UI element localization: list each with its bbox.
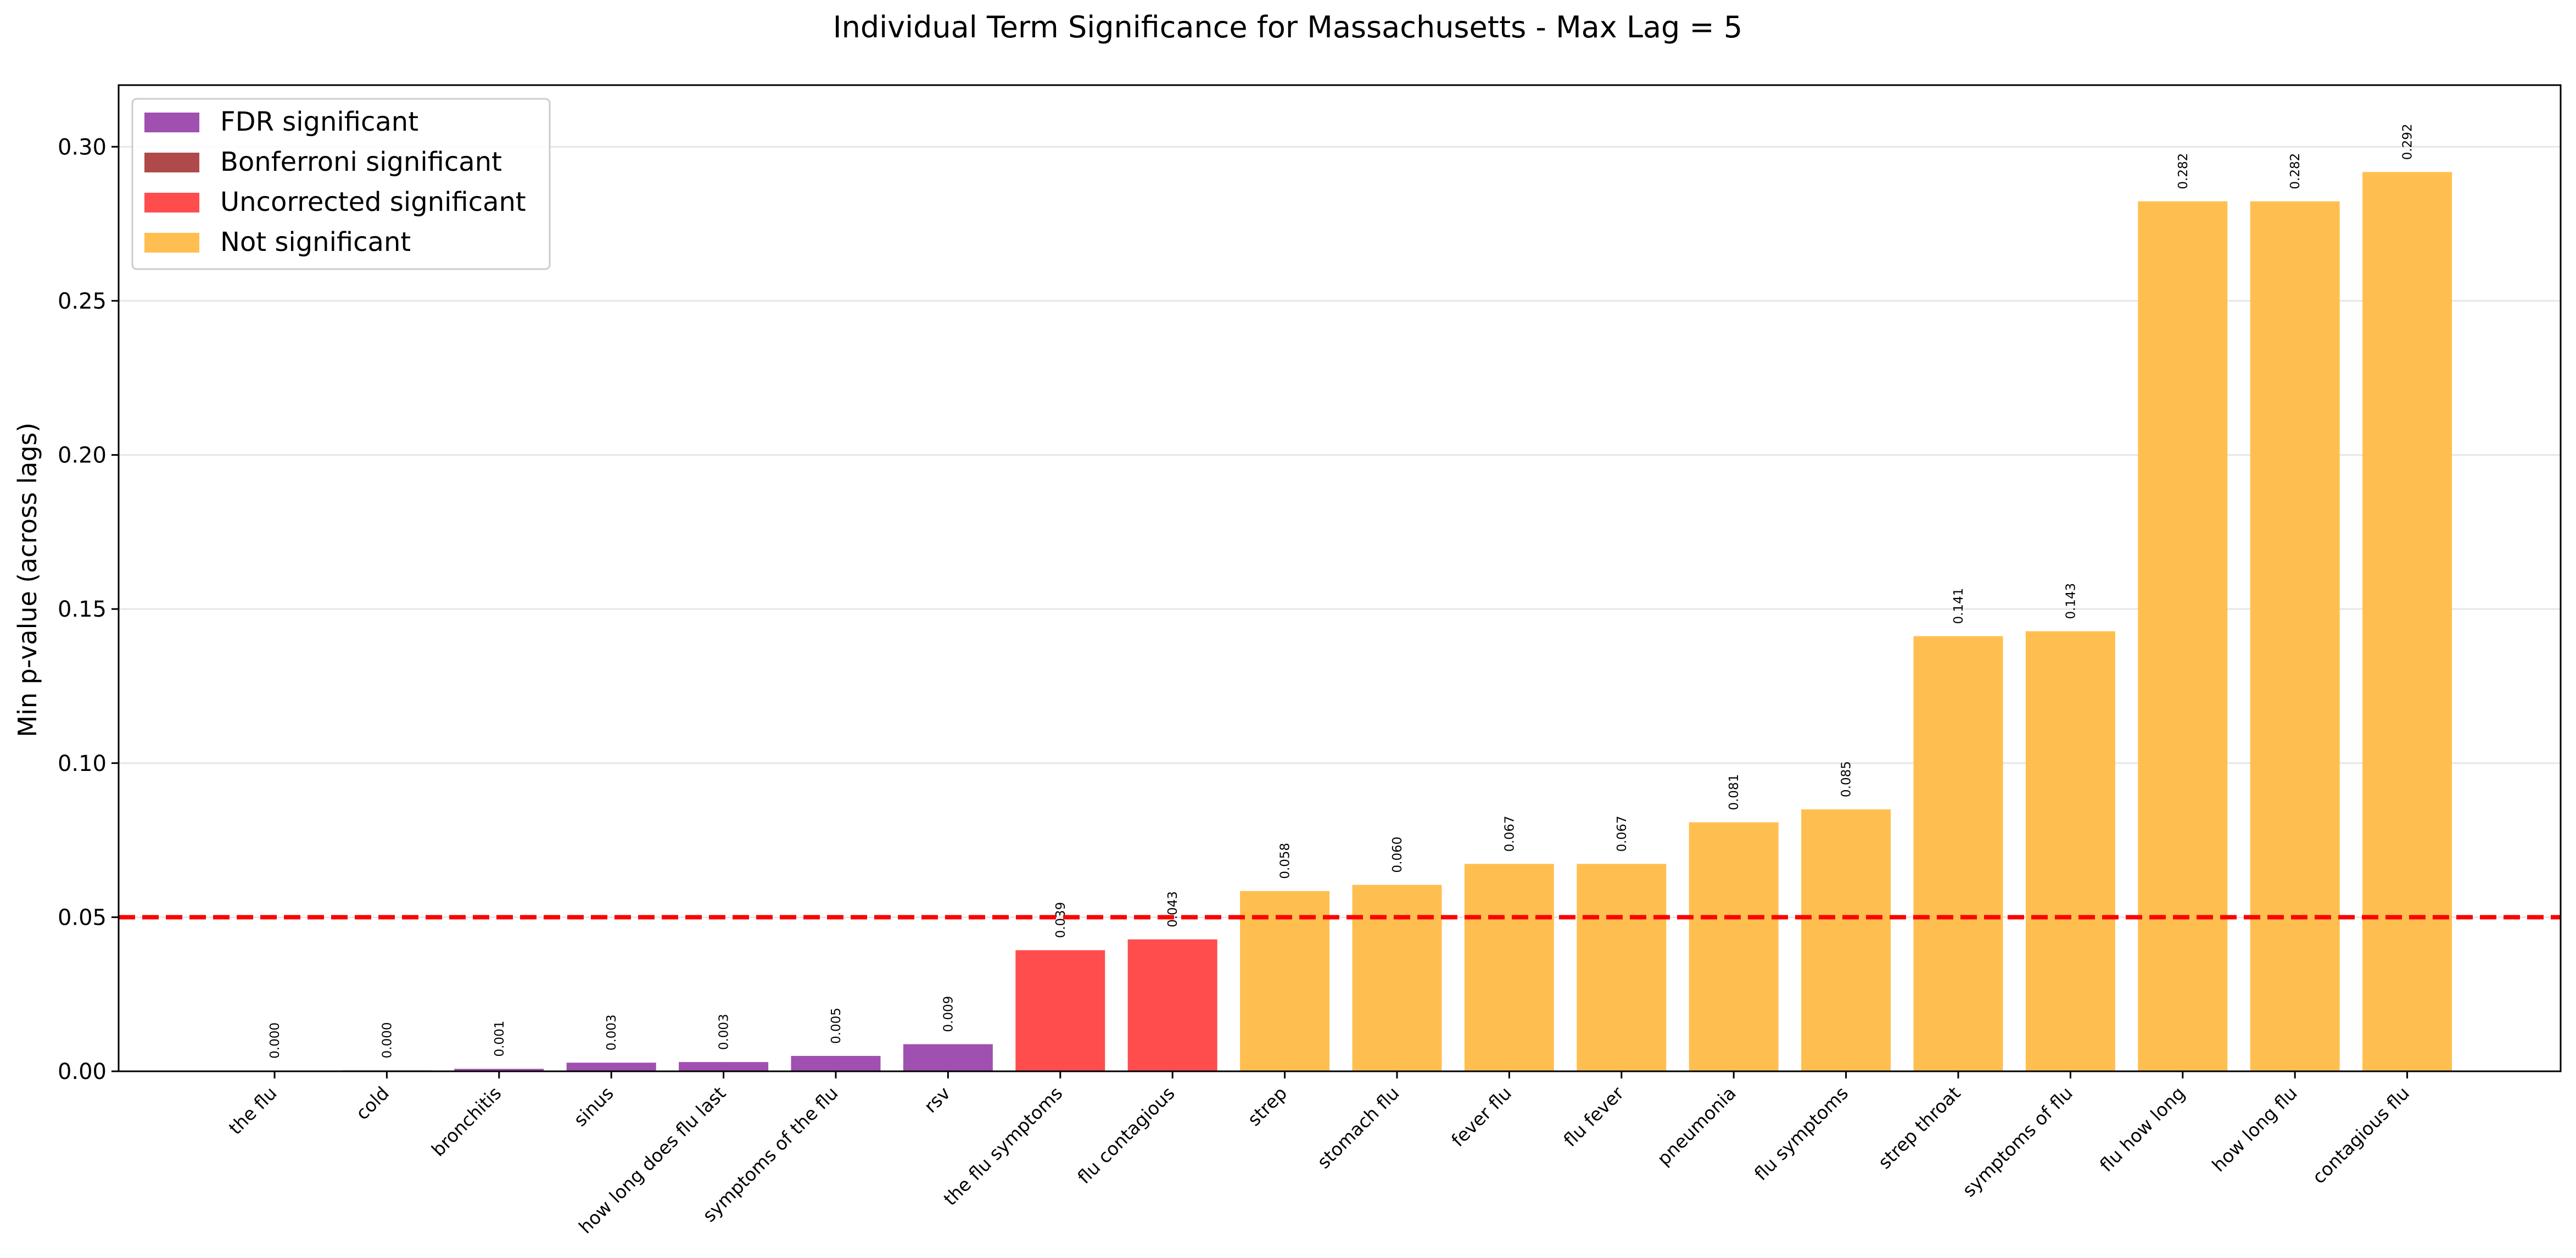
value-label: 0.282: [2176, 153, 2191, 189]
bar-fever-flu: [1464, 864, 1554, 1071]
legend-swatch: [144, 233, 199, 253]
legend-label: FDR significant: [220, 107, 418, 137]
legend-swatch: [144, 113, 199, 132]
y-tick-label: 0.30: [58, 135, 107, 160]
y-tick-label: 0.20: [58, 443, 107, 468]
x-tick-label: the flu: [225, 1082, 281, 1139]
bar-flu-contagious: [1127, 939, 1217, 1071]
plot-frame: [118, 84, 2562, 1072]
bar-flu-fever: [1577, 864, 1667, 1071]
value-label: 0.003: [717, 1014, 731, 1050]
y-tick-label: 0.05: [58, 905, 107, 930]
bars-group: [230, 172, 2452, 1072]
value-label: 0.003: [605, 1014, 619, 1050]
y-tick-label: 0.25: [58, 289, 107, 314]
bar-bronchitis: [454, 1069, 544, 1071]
value-label: 0.292: [2401, 124, 2415, 160]
legend-swatch: [144, 193, 199, 213]
x-tick-label: flu fever: [1560, 1082, 1628, 1151]
value-label: 0.058: [1278, 843, 1293, 879]
value-label: 0.043: [1166, 891, 1180, 927]
x-tick-label: pneumonia: [1653, 1082, 1740, 1170]
bar-how-long-flu: [2250, 201, 2340, 1071]
bar-rsv: [903, 1044, 993, 1071]
legend-label: Uncorrected significant: [220, 187, 526, 217]
y-tick-label: 0.00: [58, 1059, 107, 1084]
bar-flu-how-long: [2138, 201, 2228, 1071]
legend-label: Not significant: [220, 227, 411, 258]
x-tick-label: rsv: [920, 1082, 954, 1117]
value-label: 0.039: [1054, 902, 1068, 938]
value-label: 0.067: [1615, 815, 1629, 852]
bar-how-long-does-flu-last: [679, 1062, 769, 1071]
legend-swatch: [144, 153, 199, 172]
value-label: 0.067: [1502, 815, 1517, 852]
value-label: 0.009: [941, 996, 955, 1032]
bar-contagious-flu: [2362, 172, 2452, 1072]
value-label: 0.141: [1952, 588, 1966, 624]
x-tick-label: stomach flu: [1313, 1082, 1404, 1173]
x-tick-label: the flu symptoms: [939, 1082, 1066, 1210]
x-tick-label: strep: [1243, 1082, 1291, 1130]
x-tick-label: how long flu: [2208, 1082, 2301, 1176]
bar-pneumonia: [1689, 822, 1779, 1071]
bar-strep: [1240, 891, 1330, 1071]
legend-box: [131, 98, 551, 270]
x-tick-label: strep throat: [1874, 1082, 1964, 1173]
bar-symptoms-of-flu: [2025, 631, 2115, 1071]
x-tick-label: flu symptoms: [1750, 1082, 1852, 1184]
x-tick-label: cold: [351, 1082, 393, 1124]
chart-title: Individual Term Significance for Massach…: [833, 10, 1743, 44]
bar-flu-symptoms: [1801, 809, 1891, 1071]
bar-the-flu-symptoms: [1015, 950, 1105, 1071]
x-tick-label: bronchitis: [427, 1082, 505, 1160]
value-label: 0.081: [1727, 774, 1741, 810]
value-label: 0.282: [2288, 153, 2303, 189]
bar-stomach-flu: [1352, 885, 1442, 1071]
y-axis-ticks: 0.00 0.05 0.10 0.15 0.20 0.25 0.30: [58, 135, 119, 1084]
value-label: 0.001: [493, 1021, 507, 1057]
bar-sinus: [566, 1063, 656, 1071]
x-tick-label: flu contagious: [1074, 1082, 1179, 1188]
value-label: 0.143: [2064, 583, 2078, 619]
value-label: 0.085: [1840, 761, 1854, 797]
y-tick-label: 0.15: [58, 597, 107, 622]
value-labels-group: 0.000 0.000 0.001 0.003 0.003 0.005 0.009 0.039…: [268, 124, 2415, 1058]
value-label: 0.000: [268, 1022, 282, 1059]
value-label: 0.000: [380, 1022, 394, 1058]
x-tick-label: symptoms of flu: [1958, 1082, 2077, 1201]
x-tick-label: flu how long: [2096, 1082, 2189, 1176]
y-tick-label: 0.10: [58, 751, 107, 776]
value-label: 0.005: [829, 1008, 843, 1044]
y-axis-label: Min p-value (across lags): [13, 422, 42, 737]
value-label: 0.060: [1390, 837, 1405, 873]
x-tick-label: sinus: [569, 1082, 618, 1131]
legend: FDR significant Bonferroni significant Unc…: [131, 98, 551, 270]
x-tick-label: fever flu: [1447, 1082, 1516, 1151]
x-tick-label: contagious flu: [2308, 1082, 2413, 1188]
bar-strep-throat: [1913, 636, 2003, 1071]
legend-label: Bonferroni significant: [220, 147, 502, 177]
bar-symptoms-of-the-flu: [791, 1055, 881, 1071]
